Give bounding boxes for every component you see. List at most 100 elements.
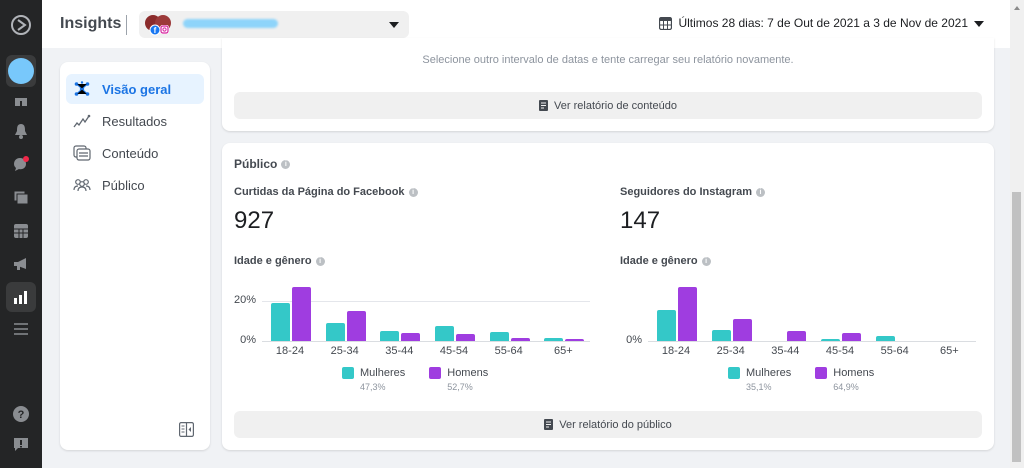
- page-scrollbar[interactable]: [1010, 0, 1024, 468]
- legend-label: Homens: [447, 367, 489, 379]
- x-axis-labels: 18-24 25-34 35-44 45-54 55-64 65+: [648, 345, 976, 361]
- overview-icon: [72, 80, 92, 98]
- bar-men[interactable]: [842, 333, 861, 341]
- bar-women[interactable]: [821, 339, 840, 341]
- left-rail: ?: [0, 0, 42, 468]
- x-tick-label: 65+: [939, 345, 959, 357]
- x-tick-label: 25-34: [330, 345, 359, 357]
- account-selector[interactable]: f: [139, 11, 409, 38]
- x-axis-labels: 18-24 25-34 35-44 45-54 55-64 65+: [262, 345, 590, 361]
- bar-women[interactable]: [711, 330, 731, 341]
- legend-label: Mulheres: [360, 367, 406, 379]
- report-icon: [544, 419, 554, 430]
- feedback-icon[interactable]: [0, 435, 42, 455]
- planner-calendar-icon[interactable]: [0, 221, 42, 241]
- facebook-likes-label-text: Curtidas da Página do Facebook: [234, 186, 405, 198]
- insights-sidebar: Visão geral Resultados Conteúdo Público: [60, 62, 210, 450]
- bar-men[interactable]: [401, 333, 421, 341]
- x-tick-label: 55-64: [494, 345, 523, 357]
- facebook-likes-value: 927: [234, 207, 275, 234]
- y-tick-0: 0%: [626, 334, 642, 346]
- sidebar-item-label: Público: [102, 177, 145, 193]
- date-range-chevron-down-icon[interactable]: [974, 21, 984, 27]
- info-icon[interactable]: i: [701, 256, 711, 266]
- y-tick-0: 0%: [240, 334, 256, 346]
- bar-men[interactable]: [787, 331, 807, 341]
- bar-women[interactable]: [380, 331, 400, 341]
- legend-pct: 35,1%: [746, 382, 772, 392]
- x-tick-label: 18-24: [661, 345, 691, 357]
- account-name: [183, 19, 278, 28]
- scrollbar-thumb[interactable]: [1012, 192, 1021, 462]
- all-tools-menu-icon[interactable]: [0, 320, 42, 338]
- men-swatch: [815, 367, 828, 379]
- report-icon: [539, 100, 549, 111]
- view-content-report-label: Ver relatório de conteúdo: [554, 99, 677, 112]
- y-tick-20: 20%: [233, 294, 256, 306]
- bar-men[interactable]: [510, 338, 530, 341]
- legend-item-men[interactable]: Homens 64,9%: [815, 367, 874, 392]
- bar-women[interactable]: [435, 326, 454, 341]
- info-icon[interactable]: i: [756, 187, 766, 197]
- legend-item-women[interactable]: Mulheres 47,3%: [342, 367, 405, 392]
- bar-women[interactable]: [271, 303, 290, 341]
- facebook-age-gender-chart: 20% 0% 18-24 25-34 35-44 45-54 55-64 65+ Mulh…: [222, 283, 602, 403]
- legend-pct: 64,9%: [833, 382, 859, 392]
- legend-item-men[interactable]: Homens 52,7%: [429, 367, 488, 392]
- instagram-followers-label-text: Seguidores do Instagram: [620, 186, 753, 198]
- instagram-followers-value: 147: [620, 207, 661, 234]
- bar-women[interactable]: [875, 336, 895, 341]
- bar-women[interactable]: [489, 331, 509, 341]
- sidebar-item-overview[interactable]: Visão geral: [66, 74, 204, 104]
- chart-baseline: [262, 341, 590, 342]
- bar-women[interactable]: [544, 338, 564, 341]
- bar-men[interactable]: [565, 339, 585, 341]
- bar-men[interactable]: [456, 334, 475, 341]
- sidebar-item-audience[interactable]: Público: [66, 170, 204, 200]
- profile-avatar-icon[interactable]: [6, 55, 36, 87]
- info-icon[interactable]: i: [315, 256, 325, 266]
- title-divider: [126, 15, 127, 35]
- date-range-picker[interactable]: Últimos 28 dias: 7 de Out de 2021 a 3 de…: [659, 16, 968, 30]
- bar-men[interactable]: [292, 287, 311, 341]
- audience-section-title: Público i: [234, 157, 291, 171]
- x-tick-label: 35-44: [771, 345, 800, 357]
- info-icon[interactable]: i: [408, 187, 418, 197]
- sidebar-item-label: Resultados: [102, 113, 168, 129]
- posts-stories-icon[interactable]: [0, 188, 42, 208]
- x-tick-label: 45-54: [825, 345, 855, 357]
- inbox-icon[interactable]: [0, 155, 42, 173]
- page-title: Insights: [60, 15, 122, 32]
- ads-megaphone-icon[interactable]: [0, 254, 42, 274]
- sidebar-item-results[interactable]: Resultados: [66, 106, 204, 136]
- notifications-bell-icon[interactable]: [0, 122, 42, 140]
- audience-icon: [72, 176, 92, 194]
- legend-label: Mulheres: [746, 367, 792, 379]
- collapse-sidebar-icon[interactable]: [179, 422, 195, 442]
- bar-men[interactable]: [678, 286, 697, 341]
- calendar-icon: [659, 16, 673, 30]
- content-icon: [72, 144, 92, 162]
- sidebar-item-label: Conteúdo: [102, 145, 159, 161]
- sidebar-item-content[interactable]: Conteúdo: [66, 138, 204, 168]
- bar-men[interactable]: [732, 318, 752, 341]
- sidebar-item-label: Visão geral: [102, 81, 172, 97]
- instagram-followers-label: Seguidores do Instagram i: [620, 186, 766, 198]
- bar-women[interactable]: [657, 309, 676, 341]
- facebook-age-gender-title: Idade e gênero i: [234, 255, 325, 267]
- x-tick-label: 55-64: [880, 345, 909, 357]
- help-icon[interactable]: ?: [0, 404, 42, 424]
- business-suite-logo-icon[interactable]: [0, 10, 42, 40]
- legend-item-women[interactable]: Mulheres 35,1%: [728, 367, 791, 392]
- view-content-report-button[interactable]: Ver relatório de conteúdo: [234, 92, 982, 119]
- legend-pct: 47,3%: [360, 382, 386, 392]
- bar-women[interactable]: [325, 323, 345, 341]
- bar-men[interactable]: [346, 311, 366, 341]
- home-icon[interactable]: [0, 93, 42, 111]
- insights-bar-chart-icon[interactable]: [6, 282, 36, 312]
- info-icon[interactable]: i: [281, 159, 291, 169]
- x-tick-label: 65+: [553, 345, 573, 357]
- date-range-label: Últimos 28 dias: 7 de Out de 2021 a 3 de…: [678, 16, 968, 30]
- view-audience-report-button[interactable]: Ver relatório do público: [234, 411, 982, 438]
- scroll-up-arrow-icon[interactable]: [1014, 6, 1020, 10]
